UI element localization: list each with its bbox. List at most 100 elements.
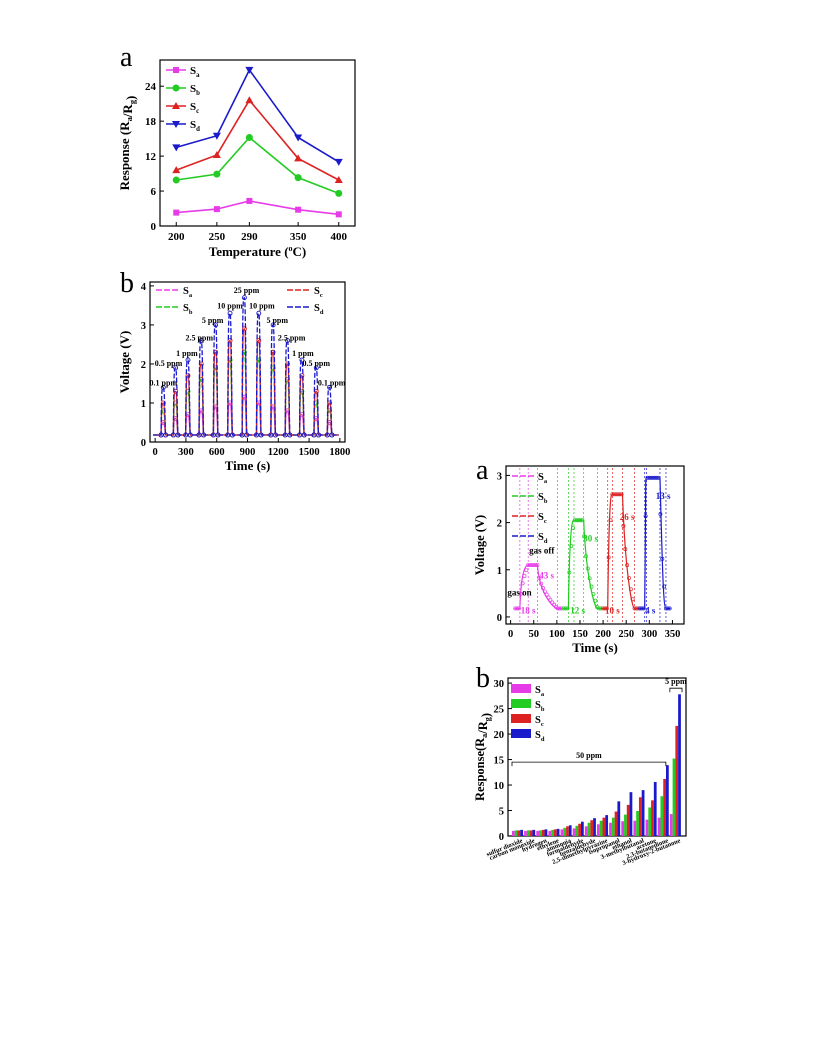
data-point — [580, 518, 585, 523]
bar — [514, 830, 518, 836]
bar — [539, 830, 542, 836]
legend-label: Sc — [538, 512, 547, 525]
y-tick-label: 0 — [141, 438, 146, 449]
bar — [590, 820, 594, 836]
data-point — [641, 606, 646, 611]
bracket-50ppm-label: 50 ppm — [576, 751, 602, 760]
data-point — [601, 606, 606, 611]
data-point — [187, 432, 193, 438]
legend-swatch — [511, 729, 531, 738]
data-point — [563, 606, 568, 611]
bar — [645, 819, 649, 836]
bar — [672, 758, 676, 836]
legend-label: Sd — [538, 532, 548, 545]
data-point — [647, 475, 652, 480]
data-point — [241, 295, 247, 301]
data-point — [596, 606, 601, 611]
data-point — [589, 584, 594, 589]
data-point — [244, 432, 250, 438]
data-point — [572, 518, 577, 523]
x-tick-label: 600 — [209, 447, 225, 458]
y-tick-label: 5 — [499, 807, 504, 818]
bar — [517, 830, 521, 836]
concentration-label: 10 ppm — [249, 302, 275, 311]
data-point — [617, 492, 622, 497]
data-point — [582, 534, 587, 539]
bar — [553, 829, 557, 836]
data-point — [324, 432, 330, 438]
data-point — [606, 555, 611, 560]
data-point — [541, 586, 545, 590]
y-axis-label-group: Response(Ra/Rg) — [473, 713, 493, 801]
data-point — [198, 338, 204, 343]
data-point — [654, 475, 659, 480]
data-point — [297, 432, 303, 438]
bar — [560, 829, 564, 836]
data-point — [270, 322, 276, 328]
data-point — [334, 158, 343, 166]
data-point — [516, 606, 521, 611]
bar — [621, 821, 625, 836]
data-point — [334, 175, 343, 183]
bar — [544, 829, 548, 836]
series-line-Sd — [176, 68, 340, 163]
bar — [524, 830, 527, 836]
data-point — [531, 563, 536, 567]
data-point — [612, 492, 617, 497]
data-point — [196, 432, 202, 438]
data-point — [294, 134, 303, 142]
legend-label: Sb — [183, 303, 193, 316]
bar — [633, 820, 637, 836]
data-point — [287, 432, 293, 438]
y-tick-label: 1 — [497, 566, 502, 577]
time-label: 43 s — [539, 570, 554, 580]
data-point — [163, 432, 169, 438]
bar — [526, 830, 530, 836]
bar — [629, 792, 633, 836]
data-point — [638, 606, 643, 611]
series-line-Sa — [176, 200, 339, 216]
data-point — [608, 518, 613, 522]
data-point — [643, 514, 648, 519]
x-axis-label: Time (s) — [225, 458, 271, 473]
legend-label: Sa — [190, 65, 200, 79]
bar — [593, 818, 596, 836]
data-point — [175, 432, 181, 438]
data-point — [213, 206, 220, 213]
bar — [572, 828, 576, 836]
y-tick-label: 3 — [141, 321, 146, 332]
y-tick-label: 0 — [151, 221, 157, 233]
data-point — [160, 384, 166, 390]
data-point — [170, 432, 176, 438]
data-point — [639, 606, 644, 611]
bar — [536, 830, 540, 836]
data-point — [327, 400, 333, 406]
data-point — [285, 338, 290, 343]
data-point — [593, 598, 598, 603]
concentration-label: 2.5 ppm — [278, 334, 306, 343]
gas-off-label: gas off — [529, 545, 555, 555]
data-point — [335, 211, 342, 218]
data-point — [526, 563, 531, 567]
data-point — [245, 133, 253, 141]
x-tick-label: 200 — [595, 629, 611, 640]
bar — [548, 830, 552, 836]
data-point — [295, 206, 302, 213]
data-point — [518, 592, 523, 596]
data-point — [587, 576, 592, 581]
data-point — [548, 598, 553, 603]
panel-letter-b-bottom: b — [476, 663, 490, 694]
y-tick-label: 18 — [145, 116, 157, 128]
y-tick-label: 0 — [497, 613, 502, 624]
data-point — [591, 592, 596, 596]
x-tick-label: 300 — [178, 447, 194, 458]
data-point — [245, 96, 254, 104]
concentration-label: 0.1 ppm — [318, 378, 346, 387]
data-point — [294, 174, 302, 182]
data-point — [550, 600, 555, 605]
x-tick-label: 300 — [641, 629, 657, 640]
data-point — [645, 475, 650, 480]
y-tick-label: 24 — [145, 81, 157, 93]
time-label: 26 s — [620, 512, 635, 522]
